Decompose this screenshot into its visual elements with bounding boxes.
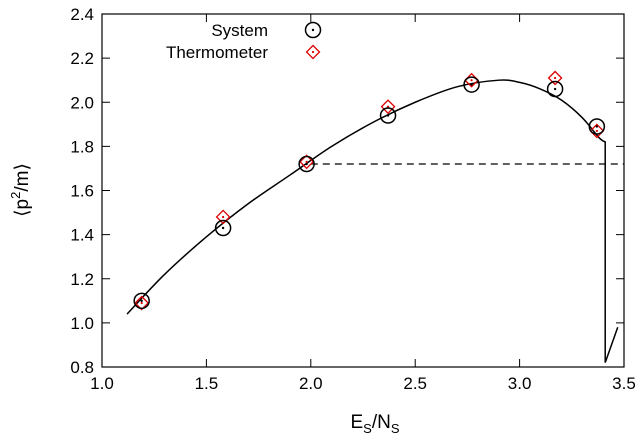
legend: System Thermometer xyxy=(166,21,322,62)
x-axis-title-mid: /N xyxy=(372,412,391,433)
system-point xyxy=(546,80,564,98)
x-axis-title-sub1: S xyxy=(363,421,372,436)
circle-marker-ring xyxy=(546,80,564,98)
x-tick-label: 3.5 xyxy=(612,374,636,393)
y-tick-label: 2.4 xyxy=(70,5,94,24)
diamond-marker-outline xyxy=(299,154,315,170)
circle-marker-center xyxy=(311,28,315,32)
diamond-marker-center xyxy=(222,215,225,219)
thermometer-point xyxy=(547,70,563,86)
x-tick-label: 3.0 xyxy=(508,374,532,393)
thermometer-point xyxy=(215,209,231,225)
thermometer-point xyxy=(589,123,605,139)
legend-marker-thermometer xyxy=(305,44,321,60)
circle-marker-center xyxy=(221,226,225,230)
thermometer-point xyxy=(380,99,396,115)
axes xyxy=(101,13,625,368)
x-axis-title-sub2: S xyxy=(391,421,400,436)
y-tick-label: 1.8 xyxy=(70,137,94,156)
series xyxy=(126,70,624,363)
circle-marker-ring xyxy=(133,292,150,310)
circle-marker-center xyxy=(553,87,557,91)
y-tick-label: 2.0 xyxy=(70,93,94,112)
y-tick-label: 2.2 xyxy=(70,49,94,68)
circle-marker-ring xyxy=(304,21,322,39)
diamond-marker-outline xyxy=(589,123,605,139)
circle-marker-center xyxy=(595,125,599,128)
diamond-marker-outline xyxy=(134,295,150,311)
y-tick-label: 1.4 xyxy=(70,226,94,245)
legend-label-system: System xyxy=(211,21,268,40)
tick-labels: 1.0 1.5 2.0 2.5 3.0 3.50.81.01.21.41.61.82.02… xyxy=(70,5,635,393)
y-tick-label: 1.0 xyxy=(70,314,94,333)
y-axis-title-open: ⟨p xyxy=(12,199,33,217)
circle-marker-center xyxy=(470,83,473,86)
thermometer-point xyxy=(299,154,315,170)
x-tick-label: 1.5 xyxy=(195,374,219,393)
y-tick-label: 1.2 xyxy=(70,270,94,289)
diamond-marker-center xyxy=(386,105,390,108)
circle-marker-ring xyxy=(379,107,397,124)
system-point xyxy=(298,155,315,173)
y-tick-label: 0.8 xyxy=(70,358,94,377)
circle-marker-ring xyxy=(463,76,480,93)
thermometer-point xyxy=(134,295,150,311)
circle-marker-center xyxy=(140,299,143,303)
x-tick-label: 2.0 xyxy=(299,374,323,393)
system-point xyxy=(463,76,480,93)
x-tick-label: 2.5 xyxy=(403,374,427,393)
circle-marker-center xyxy=(305,162,308,166)
diamond-marker-outline xyxy=(215,209,231,225)
diamond-marker-outline xyxy=(380,99,396,115)
y-axis-title-sup: 2 xyxy=(8,192,23,199)
x-axis-title-main: E xyxy=(350,412,363,433)
y-axis-title-close: /m⟩ xyxy=(12,163,33,192)
circle-marker-ring xyxy=(298,155,315,173)
diamond-marker-outline xyxy=(305,44,321,60)
circle-marker-ring xyxy=(214,219,232,237)
legend-thermometer-marker xyxy=(305,44,321,60)
legend-marker-system xyxy=(304,21,322,39)
diamond-marker-center xyxy=(553,76,557,80)
x-axis-title: ES/NS xyxy=(350,412,399,436)
x-tick-label: 1.0 xyxy=(90,374,114,393)
plot-frame xyxy=(101,13,625,368)
circle-marker-center xyxy=(386,114,390,117)
diamond-marker-center xyxy=(470,79,473,82)
circle-marker-ring xyxy=(588,118,606,135)
system-point xyxy=(588,118,606,135)
system-point xyxy=(214,219,232,237)
system-point xyxy=(133,292,150,310)
legend-label-thermometer: Thermometer xyxy=(166,43,268,62)
y-tick-label: 1.6 xyxy=(70,182,94,201)
system-point xyxy=(379,107,397,124)
y-axis-title: ⟨p2/m⟩ xyxy=(8,163,33,217)
diamond-marker-center xyxy=(140,301,143,305)
diamond-marker-center xyxy=(595,129,598,133)
fit-curve xyxy=(126,79,619,363)
diamond-marker-center xyxy=(311,50,315,54)
diamond-marker-outline xyxy=(547,70,563,86)
diamond-marker-center xyxy=(305,160,308,163)
legend-system-marker xyxy=(304,21,322,39)
